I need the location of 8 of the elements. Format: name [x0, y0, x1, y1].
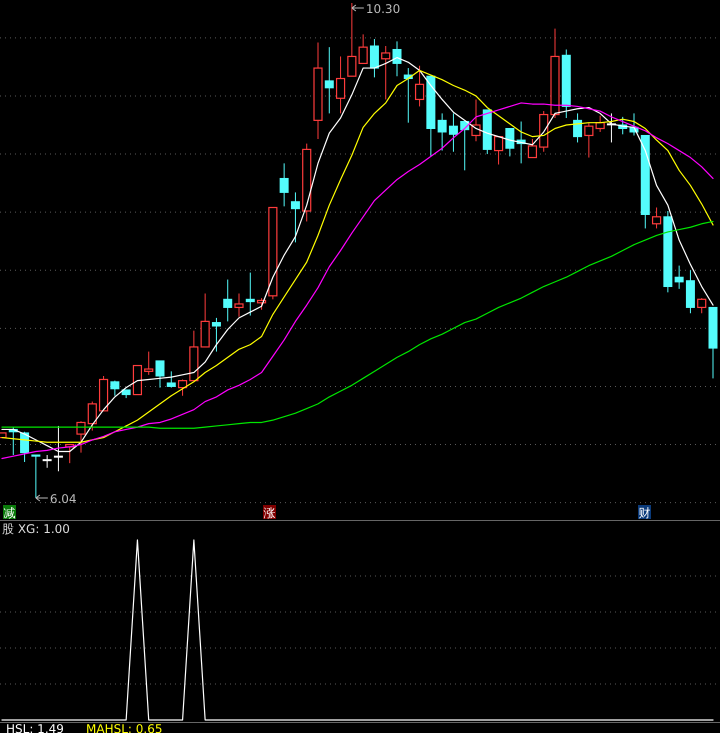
- chart-title: 股 XG: 1.00: [2, 522, 70, 536]
- annotation: 6.04: [50, 492, 77, 506]
- annotation: 10.30: [366, 2, 400, 16]
- text: HSL: 1.49: [6, 722, 64, 733]
- text: 减: [4, 506, 16, 520]
- text: 涨: [264, 506, 276, 520]
- text: 财: [638, 506, 650, 520]
- text: MAHSL: 0.65: [86, 722, 162, 733]
